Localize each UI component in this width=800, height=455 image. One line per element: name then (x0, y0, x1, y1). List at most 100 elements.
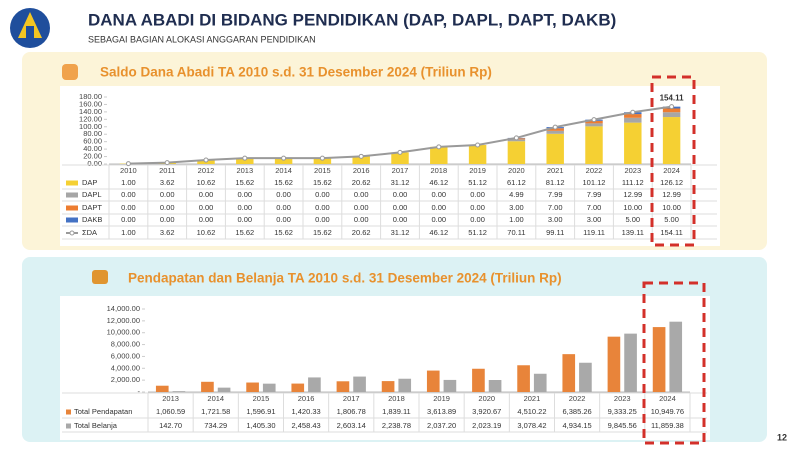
table-cell: 1.00 (121, 178, 136, 187)
table-cell: 0.00 (199, 215, 214, 224)
bar-segment (430, 146, 448, 164)
table-cell: 0.00 (315, 203, 330, 212)
table-cell: 0.00 (315, 190, 330, 199)
table-cell: 4,510.22 (517, 407, 546, 416)
y-tick-label: 10,000.00 (107, 328, 140, 337)
slide-title: DANA ABADI DI BIDANG PENDIDIKAN (DAP, DA… (88, 10, 616, 29)
table-cell: 0.00 (431, 190, 446, 199)
table-cell: 2,238.78 (382, 421, 411, 430)
line-marker (669, 104, 675, 110)
table-cell: 0.00 (199, 203, 214, 212)
y-tick-label: 160.00 (79, 99, 102, 108)
table-cell: 10.62 (197, 178, 216, 187)
table-cell: 12.99 (623, 190, 642, 199)
table-cell: 11,859.38 (651, 421, 684, 430)
x-tick-label: 2018 (388, 394, 405, 403)
table-cell: 61.12 (507, 178, 526, 187)
table-cell: 12.99 (662, 190, 681, 199)
y-tick-label: 6,000.00 (111, 351, 140, 360)
y-tick-label: 80.00 (83, 129, 102, 138)
table-cell: 142.70 (159, 421, 182, 430)
table-cell: 0.00 (237, 203, 252, 212)
table-cell: 15.62 (313, 228, 332, 237)
line-marker (436, 144, 442, 150)
table-cell: 9,333.25 (608, 407, 637, 416)
table-cell: 0.00 (121, 190, 136, 199)
legend-swatch (66, 409, 71, 415)
table-cell: 3.00 (509, 203, 524, 212)
x-tick-label: 2016 (353, 166, 370, 175)
bar-segment (662, 117, 681, 164)
x-tick-label: 2010 (120, 166, 137, 175)
line-marker (281, 155, 287, 161)
bar (308, 377, 321, 392)
table-cell: 10.00 (662, 203, 681, 212)
y-tick-label: 120.00 (79, 114, 102, 123)
bar-segment (662, 108, 681, 113)
y-tick-label: 8,000.00 (111, 340, 140, 349)
table-cell: 3.00 (587, 215, 602, 224)
y-tick-label: 0.00 (87, 159, 102, 168)
line-marker (203, 157, 209, 163)
table-cell: 0.00 (470, 190, 485, 199)
table-cell: 5.00 (625, 215, 640, 224)
table-cell: 3.00 (548, 215, 563, 224)
table-cell: 0.00 (470, 215, 485, 224)
table-cell: 7.99 (548, 190, 563, 199)
table-cell: 0.00 (354, 215, 369, 224)
table-cell: 1,596.91 (246, 407, 275, 416)
table-cell: 10.62 (197, 228, 216, 237)
x-tick-label: 2016 (298, 394, 315, 403)
table-cell: 0.00 (160, 215, 175, 224)
table-cell: 1,405.30 (246, 421, 275, 430)
table-cell: 1,060.59 (156, 407, 185, 416)
x-tick-label: 2020 (478, 394, 495, 403)
legend-label: DAPT (82, 203, 102, 212)
table-cell: 101.12 (583, 178, 606, 187)
table-cell: 0.00 (315, 215, 330, 224)
y-tick-label: 140.00 (79, 107, 102, 116)
bar-segment (546, 133, 564, 164)
table-cell: 0.00 (276, 203, 291, 212)
bar-segment (624, 122, 642, 164)
bar (607, 336, 621, 392)
x-tick-label: 2022 (586, 166, 603, 175)
bar (562, 354, 576, 392)
table-cell: 15.62 (235, 228, 254, 237)
y-tick-label: 4,000.00 (111, 363, 140, 372)
bar-segment (624, 114, 642, 118)
x-tick-label: 2019 (469, 166, 486, 175)
table-cell: 0.00 (431, 215, 446, 224)
chart-area (60, 86, 720, 246)
y-tick-label: 14,000.00 (107, 304, 140, 313)
line-marker (591, 117, 597, 123)
table-cell: 15.62 (313, 178, 332, 187)
bar (426, 370, 440, 392)
table-cell: 0.00 (121, 215, 136, 224)
x-tick-label: 2018 (430, 166, 447, 175)
legend-swatch (66, 205, 78, 211)
slide-subtitle: SEBAGAI BAGIAN ALOKASI ANGGARAN PENDIDIK… (88, 34, 316, 44)
table-cell: 0.00 (393, 215, 408, 224)
bar-segment (352, 156, 370, 164)
x-tick-label: 2017 (392, 166, 409, 175)
line-marker (242, 155, 248, 161)
table-cell: 0.00 (237, 190, 252, 199)
table-cell: 31.12 (391, 178, 410, 187)
table-cell: 2,023.19 (472, 421, 501, 430)
bar (246, 382, 259, 392)
bar-segment (313, 158, 332, 164)
bar (381, 381, 395, 392)
table-cell: 0.00 (276, 215, 291, 224)
table-cell: 0.00 (470, 203, 485, 212)
bar (217, 387, 231, 392)
table-cell: 111.12 (622, 178, 644, 187)
y-tick-label: 60.00 (83, 137, 102, 146)
table-cell: 1,839.11 (382, 407, 411, 416)
line-marker (630, 109, 636, 115)
table-cell: 7.00 (548, 203, 563, 212)
legend-label: ΣDA (82, 228, 97, 237)
bar-segment (236, 158, 254, 164)
table-cell: 0.00 (160, 203, 175, 212)
